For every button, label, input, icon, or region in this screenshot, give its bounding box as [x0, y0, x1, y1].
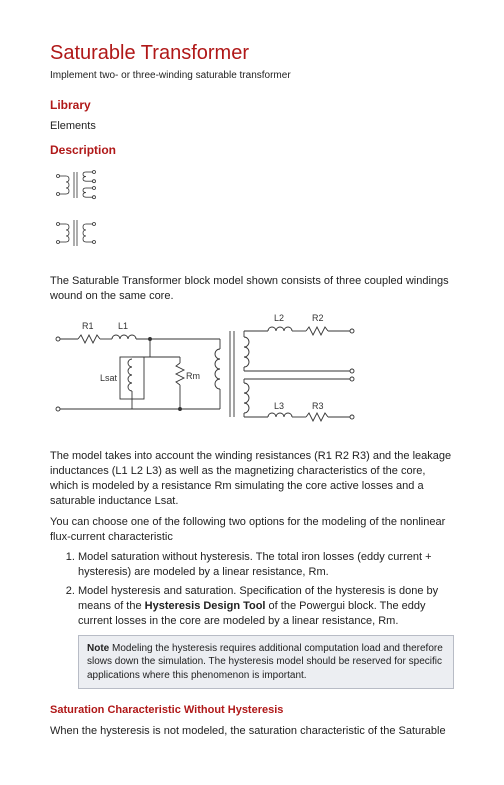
label-l3: L3 [274, 401, 284, 411]
bold-tool-name: Hysteresis Design Tool [145, 600, 266, 612]
library-heading: Library [50, 97, 454, 113]
paragraph-3: You can choose one of the following two … [50, 515, 454, 545]
block-icon-diagram [50, 164, 454, 264]
paragraph-4: When the hysteresis is not modeled, the … [50, 724, 454, 739]
saturation-heading: Saturation Characteristic Without Hyster… [50, 703, 454, 718]
label-r2: R2 [312, 313, 324, 323]
page-title: Saturable Transformer [50, 40, 454, 67]
page-subtitle: Implement two- or three-winding saturabl… [50, 69, 454, 83]
list-item: Model hysteresis and saturation. Specifi… [78, 584, 454, 629]
paragraph-2: The model takes into account the winding… [50, 449, 454, 508]
label-lsat: Lsat [100, 373, 118, 383]
label-l2: L2 [274, 313, 284, 323]
note-box: Note Modeling the hysteresis requires ad… [78, 635, 454, 690]
label-r1: R1 [82, 321, 94, 331]
label-r3: R3 [312, 401, 324, 411]
library-value: Elements [50, 119, 454, 134]
circuit-diagram: R1 L1 Lsat Rm [50, 309, 454, 439]
label-rm: Rm [186, 371, 200, 381]
note-body: Modeling the hysteresis requires additio… [87, 643, 443, 681]
options-list: Model saturation without hysteresis. The… [50, 550, 454, 628]
paragraph-1: The Saturable Transformer block model sh… [50, 274, 454, 304]
list-item: Model saturation without hysteresis. The… [78, 550, 454, 580]
description-heading: Description [50, 142, 454, 158]
label-l1: L1 [118, 321, 128, 331]
note-label: Note [87, 643, 109, 654]
